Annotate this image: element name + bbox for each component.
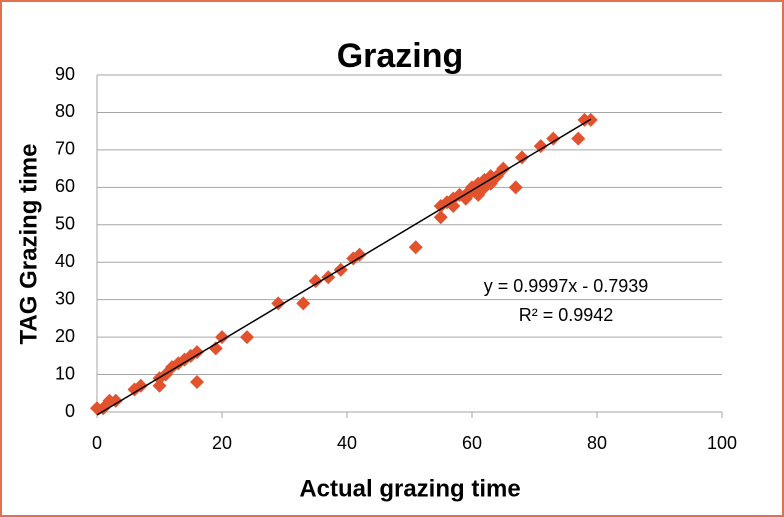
chart-title: Grazing	[337, 37, 464, 75]
data-point	[533, 139, 548, 154]
data-point	[352, 247, 367, 262]
trendline-equation: y = 0.9997x - 0.7939	[484, 276, 649, 296]
x-tick-label: 60	[462, 433, 482, 453]
data-point	[108, 393, 123, 408]
data-point	[296, 296, 311, 311]
y-tick-label: 90	[55, 64, 75, 84]
x-tick-label: 0	[92, 433, 102, 453]
data-point	[496, 161, 511, 176]
y-tick-label: 30	[55, 288, 75, 308]
data-point	[571, 131, 586, 146]
data-point	[190, 375, 204, 390]
x-tick-label: 40	[337, 433, 357, 453]
data-point	[446, 199, 461, 214]
y-tick-label: 50	[55, 214, 75, 234]
x-tick-label: 100	[707, 433, 737, 453]
y-tick-label: 80	[55, 101, 75, 121]
x-axis-label: Actual grazing time	[299, 475, 520, 502]
x-tick-label: 20	[212, 433, 232, 453]
data-point	[271, 296, 286, 311]
trendline	[96, 118, 592, 416]
y-tick-label: 40	[55, 251, 75, 271]
data-point	[240, 330, 254, 345]
data-point	[508, 180, 523, 195]
data-point	[433, 210, 448, 225]
y-tick-label: 60	[55, 176, 75, 196]
data-point	[215, 330, 229, 345]
y-axis-label: TAG Grazing time	[15, 144, 42, 345]
data-point	[408, 240, 423, 255]
y-tick-label: 0	[65, 401, 75, 421]
data-point	[190, 345, 204, 360]
data-point	[208, 341, 223, 356]
y-tick-label: 20	[55, 326, 75, 346]
trendline-r-squared: R² = 0.9942	[519, 305, 614, 325]
data-point	[515, 150, 529, 165]
data-point	[133, 378, 148, 393]
x-tick-label: 80	[587, 433, 607, 453]
data-point	[308, 273, 323, 288]
data-point	[152, 378, 167, 393]
y-tick-label: 10	[55, 363, 75, 383]
y-tick-label: 70	[55, 139, 75, 159]
data-point	[546, 131, 561, 146]
